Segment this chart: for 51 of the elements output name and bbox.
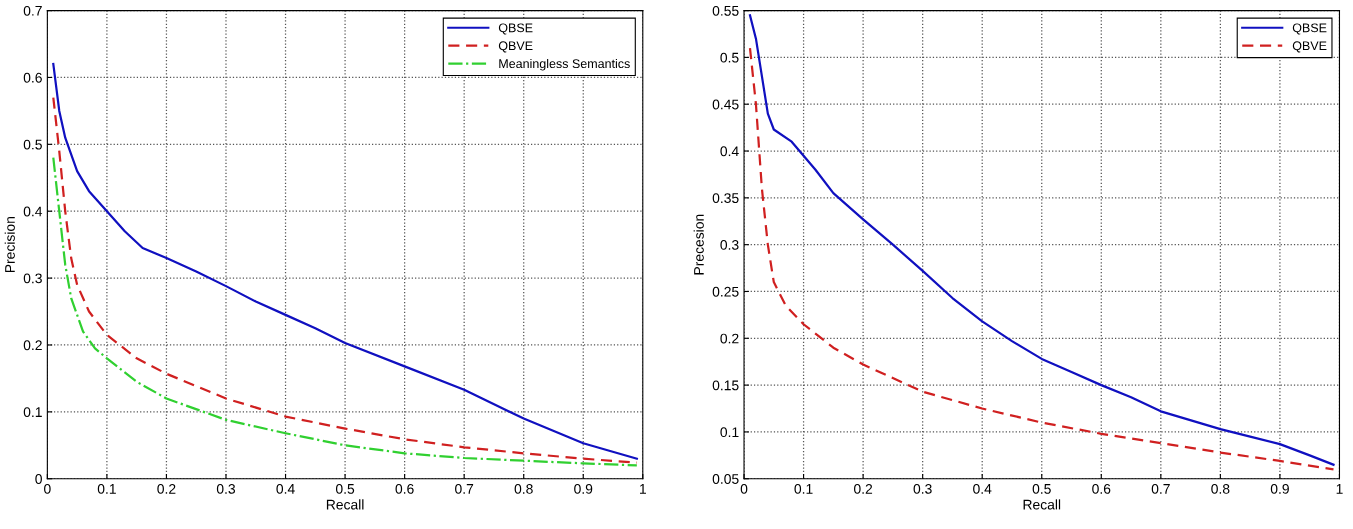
x-tick-label: 0.6 xyxy=(1092,483,1111,494)
x-tick-label: 0.9 xyxy=(574,483,593,494)
x-tick-label: 0.3 xyxy=(913,483,932,494)
y-tick-label: 0.35 xyxy=(712,193,739,204)
x-tick-label: 0.6 xyxy=(395,483,414,494)
y-tick-label: 0.2 xyxy=(23,340,42,351)
y-tick-label: 0.3 xyxy=(23,273,42,284)
x-tick-label: 0.1 xyxy=(794,483,813,494)
y-tick-label: 0.3 xyxy=(720,240,739,250)
y-tick-label: 0.5 xyxy=(720,52,739,63)
x-tick-label: 0.2 xyxy=(854,483,873,494)
x-axis-title: Recall xyxy=(1023,499,1061,510)
y-tick-label: 0.4 xyxy=(23,206,43,217)
y-tick-label: 0.55 xyxy=(712,5,739,16)
legend-label: QBSE xyxy=(1292,23,1327,35)
y-tick-label: 0.1 xyxy=(23,407,42,418)
y-tick-label: 0.6 xyxy=(23,72,42,83)
y-axis-title: Precesion xyxy=(693,214,704,275)
y-tick-label: 0.7 xyxy=(23,5,42,16)
x-tick-label: 0 xyxy=(44,483,51,494)
x-tick-label: 0.9 xyxy=(1270,483,1289,494)
y-tick-label: 0.1 xyxy=(720,427,739,438)
y-axis-title: Precision xyxy=(4,217,15,273)
x-tick-label: 1 xyxy=(1336,484,1343,494)
x-tick-label: 0.4 xyxy=(276,483,295,494)
legend-label: QBSE xyxy=(498,23,533,35)
x-tick-label: 0.7 xyxy=(455,483,474,494)
x-tick-label: 1 xyxy=(640,484,646,494)
x-tick-label: 0.3 xyxy=(216,483,236,494)
y-tick-label: 0.25 xyxy=(712,286,739,297)
y-tick-label: 0.4 xyxy=(720,146,739,157)
legend-label: QBVE xyxy=(1292,41,1327,53)
y-tick-label: 0.15 xyxy=(712,380,739,391)
line-series xyxy=(52,156,638,467)
y-tick-label: 0 xyxy=(35,474,42,484)
y-tick-label: 0.45 xyxy=(712,99,739,110)
x-tick-label: 0.8 xyxy=(1211,483,1230,494)
x-tick-label: 0.7 xyxy=(1151,483,1170,494)
x-tick-label: 0.5 xyxy=(1032,483,1051,494)
x-tick-label: 0.8 xyxy=(514,483,533,494)
legend-label: QBVE xyxy=(498,41,533,53)
x-tick-label: 0.2 xyxy=(157,483,176,494)
y-tick-label: 0.5 xyxy=(23,139,42,150)
legend-label: Meaningless Semantics xyxy=(499,58,630,71)
x-tick-label: 0.5 xyxy=(335,483,355,494)
x-tick-label: 0.1 xyxy=(97,483,116,494)
y-tick-label: 0.2 xyxy=(720,333,739,344)
x-tick-label: 0.4 xyxy=(973,483,992,494)
y-tick-label: 0.05 xyxy=(712,474,739,484)
x-tick-label: 0 xyxy=(740,483,748,494)
x-axis-title: Recall xyxy=(326,499,364,510)
